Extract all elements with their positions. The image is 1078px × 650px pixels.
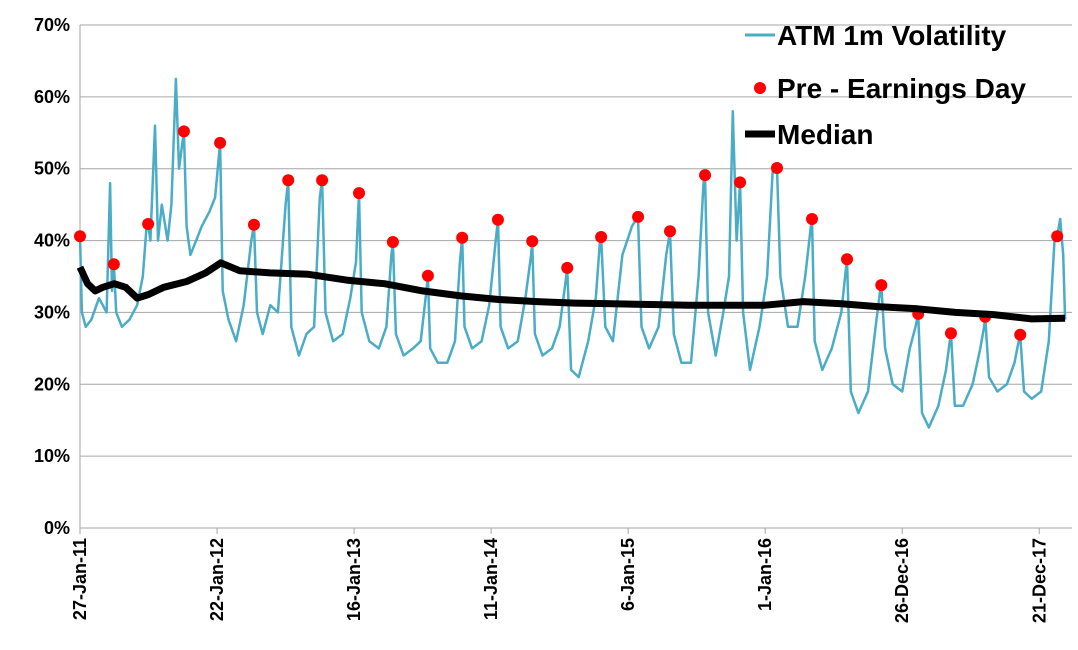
earnings-point	[1014, 328, 1027, 341]
earnings-point	[142, 218, 155, 231]
x-tick-label: 27-Jan-11	[70, 538, 90, 620]
y-tick-label: 60%	[34, 87, 70, 107]
earnings-point	[806, 213, 819, 226]
earnings-point	[353, 187, 366, 200]
series-line	[78, 77, 1067, 429]
earnings-point	[247, 218, 260, 231]
earnings-point	[734, 176, 747, 189]
earnings-point	[282, 174, 295, 187]
earnings-point	[770, 161, 783, 174]
earnings-point	[944, 327, 957, 340]
earnings-point	[875, 279, 888, 292]
earnings-point	[177, 125, 190, 138]
earnings-point	[74, 230, 86, 243]
earnings-point	[664, 225, 677, 238]
earnings-point	[491, 213, 504, 226]
earnings-point	[841, 253, 854, 266]
earnings-point	[632, 210, 645, 223]
earnings-point	[699, 169, 712, 182]
y-tick-label: 0%	[44, 518, 70, 538]
y-tick-label: 50%	[34, 159, 70, 179]
y-tick-label: 20%	[34, 374, 70, 394]
x-tick-label: 1-Jan-16	[755, 538, 775, 611]
earnings-point	[107, 258, 120, 271]
earnings-point	[595, 230, 608, 243]
earnings-point	[214, 136, 227, 149]
legend-marker	[754, 82, 766, 94]
legend-label: Median	[777, 119, 873, 150]
earnings-point	[1051, 230, 1064, 243]
y-tick-label: 40%	[34, 231, 70, 251]
series-line	[76, 259, 1066, 323]
x-tick-label: 21-Dec-17	[1029, 538, 1049, 623]
earnings-point	[386, 236, 399, 249]
earnings-point	[456, 231, 469, 244]
earnings-point	[561, 261, 574, 274]
x-tick-label: 26-Dec-16	[892, 538, 912, 623]
y-tick-label: 10%	[34, 446, 70, 466]
x-tick-label: 22-Jan-12	[207, 538, 227, 621]
earnings-point	[526, 235, 539, 248]
earnings-point	[316, 174, 329, 187]
y-tick-label: 30%	[34, 302, 70, 322]
legend-label: Pre - Earnings Day	[777, 73, 1026, 104]
legend-label: ATM 1m Volatility	[777, 20, 1007, 51]
x-tick-label: 6-Jan-15	[618, 538, 638, 611]
y-tick-label: 70%	[34, 15, 70, 35]
x-tick-label: 16-Jan-13	[344, 538, 364, 621]
earnings-point	[421, 269, 434, 282]
x-tick-label: 11-Jan-14	[481, 538, 501, 620]
